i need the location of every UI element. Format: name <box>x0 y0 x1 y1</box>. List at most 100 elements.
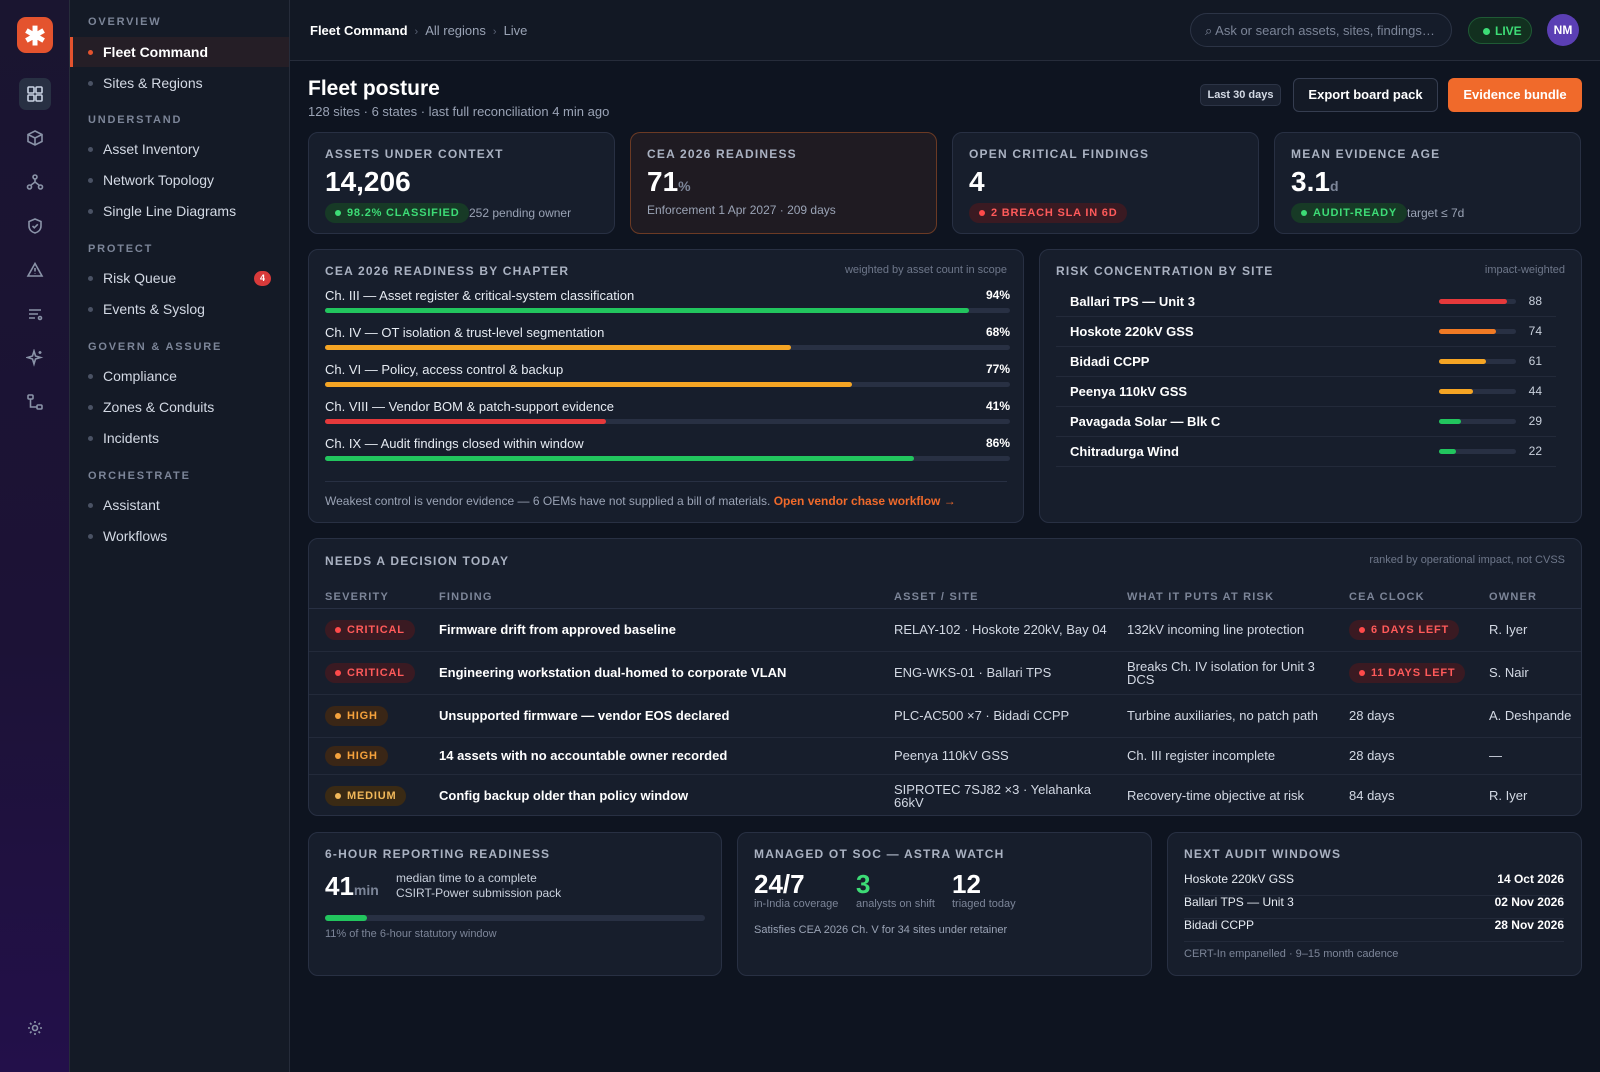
chapter-row[interactable]: Ch. VIII — Vendor BOM & patch-support ev… <box>325 399 1010 435</box>
search-input[interactable]: ⌕ Ask or search assets, sites, findings… <box>1190 13 1452 47</box>
risk-score: 74 <box>1528 324 1542 338</box>
risk-bar-fill <box>1439 419 1462 424</box>
chapter-progress-track <box>325 345 1010 350</box>
sidebar-item-asset-inventory[interactable]: Asset Inventory <box>70 134 289 164</box>
shield-icon[interactable] <box>19 210 51 242</box>
risk-bar-track <box>1439 449 1516 454</box>
cea-clock-badge: 11 DAYS LEFT <box>1349 662 1466 683</box>
kpi-subtext: Enforcement 1 Apr 2027 · 209 days <box>647 203 836 217</box>
page-title: Fleet posture <box>308 77 440 100</box>
owner-cell: — <box>1473 737 1581 775</box>
risk-bar-track <box>1439 329 1516 334</box>
risk-site-row[interactable]: Pavagada Solar — Blk C 29 <box>1056 407 1556 437</box>
cea-clock: 28 days <box>1349 748 1395 763</box>
finding-cell: Config backup older than policy window <box>439 788 689 804</box>
column-header[interactable]: SEVERITY <box>309 586 423 609</box>
date-range-select[interactable]: Last 30 days <box>1200 84 1281 106</box>
sidebar-item-events-syslog[interactable]: Events & Syslog <box>70 294 289 324</box>
risk-site-row[interactable]: Ballari TPS — Unit 3 88 <box>1056 287 1556 317</box>
avatar[interactable]: NM <box>1547 14 1579 46</box>
sidebar-item-zones-conduits[interactable]: Zones & Conduits <box>70 392 289 422</box>
risk-bar-track <box>1439 299 1516 304</box>
icon-rail: ✱ <box>0 0 70 1072</box>
panel-note: impact-weighted <box>1484 264 1565 276</box>
risk-cell: Recovery-time objective at risk <box>1127 788 1304 804</box>
sidebar-item-assistant[interactable]: Assistant <box>70 490 289 520</box>
column-header[interactable]: OWNER <box>1473 586 1581 609</box>
breadcrumb-all-regions[interactable]: All regions <box>425 23 486 38</box>
sidebar-item-compliance[interactable]: Compliance <box>70 361 289 391</box>
chapter-label: Ch. IV — OT isolation & trust-level segm… <box>325 325 605 340</box>
column-header[interactable]: ASSET / SITE <box>878 586 1111 609</box>
chapter-row[interactable]: Ch. IV — OT isolation & trust-level segm… <box>325 325 1010 361</box>
breadcrumb-fleet-command[interactable]: Fleet Command <box>310 23 408 38</box>
risk-site-row[interactable]: Peenya 110kV GSS 44 <box>1056 377 1556 407</box>
finding-cell: Firmware drift from approved baseline <box>423 608 878 652</box>
table-row[interactable]: HIGH 14 assets with no accountable owner… <box>309 737 1581 775</box>
audit-window-row[interactable]: Hoskote 220kV GSS 14 Oct 2026 <box>1184 872 1564 896</box>
severity-badge: CRITICAL <box>325 619 415 640</box>
list-icon[interactable] <box>19 298 51 330</box>
chapter-percent: 68% <box>985 325 1010 339</box>
chapter-row[interactable]: Ch. III — Asset register & critical-syst… <box>325 288 1010 324</box>
sparkle-icon[interactable] <box>19 342 51 374</box>
audit-window-row[interactable]: Ballari TPS — Unit 3 02 Nov 2026 <box>1184 895 1564 919</box>
soc-stat-label: triaged today <box>952 898 1016 910</box>
risk-site-row[interactable]: Chitradurga Wind 22 <box>1056 437 1556 467</box>
audit-window-row[interactable]: Bidadi CCPP 28 Nov 2026 <box>1184 918 1564 942</box>
dashboard-icon[interactable] <box>19 78 51 110</box>
soc-footer: Satisfies CEA 2026 Ch. V for 34 sites un… <box>754 924 1008 936</box>
finding-cell: 14 assets with no accountable owner reco… <box>423 737 878 775</box>
chapter-percent: 41% <box>985 399 1010 413</box>
vendor-chase-link[interactable]: Open vendor chase workflow → <box>773 494 956 508</box>
risk-bar-track <box>1439 389 1516 394</box>
sidebar-item-network-topology[interactable]: Network Topology <box>70 165 289 195</box>
chapter-progress-fill <box>325 419 606 424</box>
chapter-row[interactable]: Ch. IX — Audit findings closed within wi… <box>325 436 1010 472</box>
risk-queue-count-badge: 4 <box>254 271 271 286</box>
reporting-value: 41min <box>325 871 379 901</box>
kpi-assets-card[interactable]: ASSETS UNDER CONTEXT 14,206 98.2% CLASSI… <box>308 132 615 234</box>
cube-icon[interactable] <box>19 122 51 154</box>
nav-group-govern: GOVERN & ASSURE <box>88 341 223 353</box>
table-row[interactable]: CRITICAL Firmware drift from approved ba… <box>309 608 1581 652</box>
column-header[interactable]: WHAT IT PUTS AT RISK <box>1111 586 1333 609</box>
panel-title: MANAGED OT SOC — ASTRA WATCH <box>754 847 1005 861</box>
sidebar-item-sites-regions[interactable]: Sites & Regions <box>70 68 289 98</box>
chapter-progress-fill <box>325 308 969 313</box>
sidebar-item-single-line-diagrams[interactable]: Single Line Diagrams <box>70 196 289 226</box>
kpi-evidence-age-card[interactable]: MEAN EVIDENCE AGE 3.1d AUDIT-READY targe… <box>1274 132 1581 234</box>
cea-clock-badge: 6 DAYS LEFT <box>1349 619 1460 640</box>
sidebar-item-workflows[interactable]: Workflows <box>70 521 289 551</box>
table-row[interactable]: MEDIUM Config backup older than policy w… <box>309 774 1581 817</box>
sidebar-item-risk-queue[interactable]: Risk Queue 4 <box>70 263 289 293</box>
workflow-icon[interactable] <box>19 386 51 418</box>
kpi-readiness-card[interactable]: CEA 2026 READINESS 71% Enforcement 1 Apr… <box>630 132 937 234</box>
settings-icon[interactable] <box>19 1012 51 1044</box>
sidebar-item-incidents[interactable]: Incidents <box>70 423 289 453</box>
asset-cell: Peenya 110kV GSS <box>878 737 1111 775</box>
cea-clock: 84 days <box>1349 788 1395 804</box>
table-row[interactable]: CRITICAL Engineering workstation dual-ho… <box>309 651 1581 695</box>
topology-icon[interactable] <box>19 166 51 198</box>
risk-site-name: Peenya 110kV GSS <box>1070 384 1188 399</box>
chapter-row[interactable]: Ch. VI — Policy, access control & backup… <box>325 362 1010 398</box>
risk-site-row[interactable]: Hoskote 220kV GSS 74 <box>1056 317 1556 347</box>
sidebar-item-fleet-command[interactable]: Fleet Command <box>70 37 289 67</box>
risk-site-row[interactable]: Bidadi CCPP 61 <box>1056 347 1556 377</box>
table-row[interactable]: HIGH Unsupported firmware — vendor EOS d… <box>309 694 1581 738</box>
chapter-progress-fill <box>325 382 853 387</box>
chevron-right-icon: › <box>414 26 419 38</box>
export-board-pack-button[interactable]: Export board pack <box>1293 78 1438 112</box>
app-logo[interactable]: ✱ <box>17 17 53 53</box>
kpi-title: OPEN CRITICAL FINDINGS <box>969 147 1150 161</box>
nav-group-overview: OVERVIEW <box>88 16 162 28</box>
column-header[interactable]: FINDING <box>423 586 878 609</box>
breadcrumb-live[interactable]: Live <box>503 23 528 38</box>
alert-icon[interactable] <box>19 254 51 286</box>
risk-bar-fill <box>1439 299 1507 304</box>
column-header[interactable]: CEA CLOCK <box>1333 586 1473 609</box>
readiness-by-chapter-panel: CEA 2026 READINESS BY CHAPTER weighted b… <box>308 249 1024 523</box>
kpi-findings-card[interactable]: OPEN CRITICAL FINDINGS 4 2 BREACH SLA IN… <box>952 132 1259 234</box>
evidence-bundle-button[interactable]: Evidence bundle <box>1448 78 1582 112</box>
